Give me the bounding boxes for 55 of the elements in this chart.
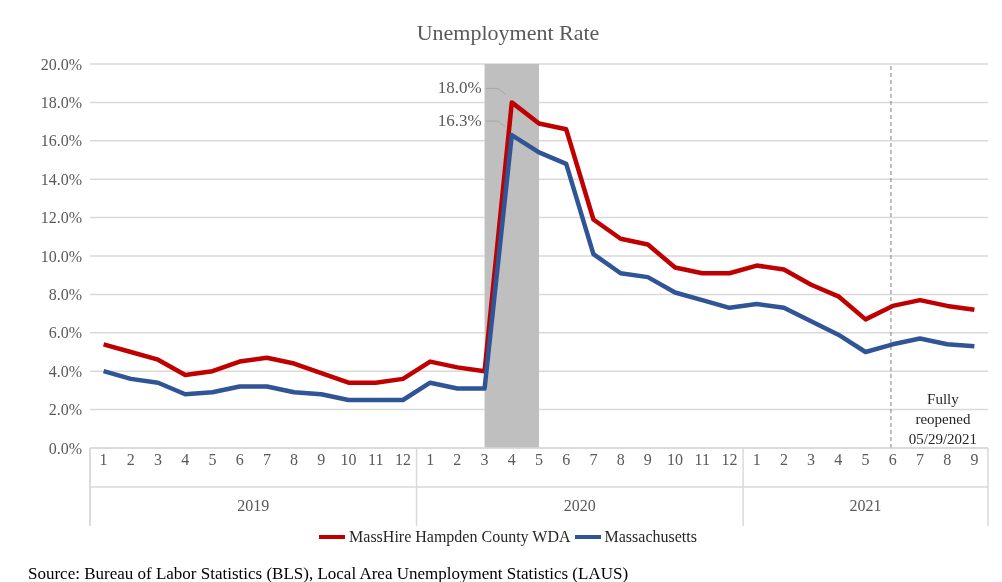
x-tick-label: 4: [834, 451, 843, 469]
y-tick-label: 2.0%: [48, 401, 82, 419]
line-series: [101, 100, 977, 385]
x-tick-label: 1: [752, 451, 761, 469]
x-tick-label: 9: [317, 451, 326, 469]
x-tick-label: 2: [779, 451, 788, 469]
x-tick-label: 2: [453, 451, 462, 469]
text: 2019: [236, 497, 271, 515]
x-tick-label: 10: [340, 451, 357, 469]
text: 2020: [562, 497, 597, 515]
y-tick-label: 6.0%: [48, 324, 82, 342]
y-tick-label: 14.0%: [40, 170, 82, 188]
data-label: 18.0%: [437, 78, 482, 98]
x-tick-label: 5: [861, 451, 870, 469]
text: 2021: [848, 497, 883, 515]
x-tick-label: 3: [480, 451, 489, 469]
x-tick-label: 4: [507, 451, 516, 469]
x-tick-label: 7: [262, 451, 271, 469]
x-tick-label: 11: [368, 451, 384, 469]
y-tick-label: 0.0%: [48, 439, 82, 457]
data-label: 16.3%: [437, 111, 482, 131]
legend-label: Massachusetts: [604, 528, 697, 546]
x-tick-label: 1: [99, 451, 108, 469]
y-tick-label: 20.0%: [40, 55, 82, 73]
ref-line-label: Fully reopened 05/29/2021: [908, 391, 978, 447]
chart-title: Unemployment Rate: [415, 19, 601, 47]
x-tick-label: 9: [643, 451, 652, 469]
x-tick-label: 1: [426, 451, 435, 469]
x-tick-label: 8: [943, 451, 952, 469]
x-tick-label: 10: [667, 451, 684, 469]
x-tick-label: 3: [807, 451, 816, 469]
x-tick-label: 3: [154, 451, 163, 469]
x-tick-label: 7: [915, 451, 924, 469]
legend-label: MassHire Hampden County WDA: [349, 528, 571, 546]
y-tick-label: 10.0%: [40, 247, 82, 265]
source-note: Source: Bureau of Labor Statistics (BLS), Local Area Unemployment Statistics (LAUS): [28, 564, 630, 582]
x-tick-label: 7: [589, 451, 598, 469]
y-tick-label: 18.0%: [40, 94, 82, 112]
x-tick-label: 2: [126, 451, 135, 469]
y-tick-label: 4.0%: [48, 362, 82, 380]
x-tick-label: 6: [562, 451, 571, 469]
y-tick-label: 8.0%: [48, 286, 82, 304]
x-tick-label: 6: [888, 451, 897, 469]
x-tick-label: 5: [208, 451, 217, 469]
x-tick-label: 8: [290, 451, 299, 469]
y-tick-label: 16.0%: [40, 132, 82, 150]
x-tick-label: 11: [694, 451, 710, 469]
x-tick-label: 4: [181, 451, 190, 469]
x-tick-label: 5: [535, 451, 543, 469]
x-tick-label: 6: [235, 451, 244, 469]
x-tick-label: 12: [721, 451, 738, 469]
x-tick-label: 9: [970, 451, 979, 469]
x-tick-label: 8: [616, 451, 625, 469]
y-tick-label: 12.0%: [40, 209, 82, 227]
x-tick-label: 12: [394, 451, 411, 469]
